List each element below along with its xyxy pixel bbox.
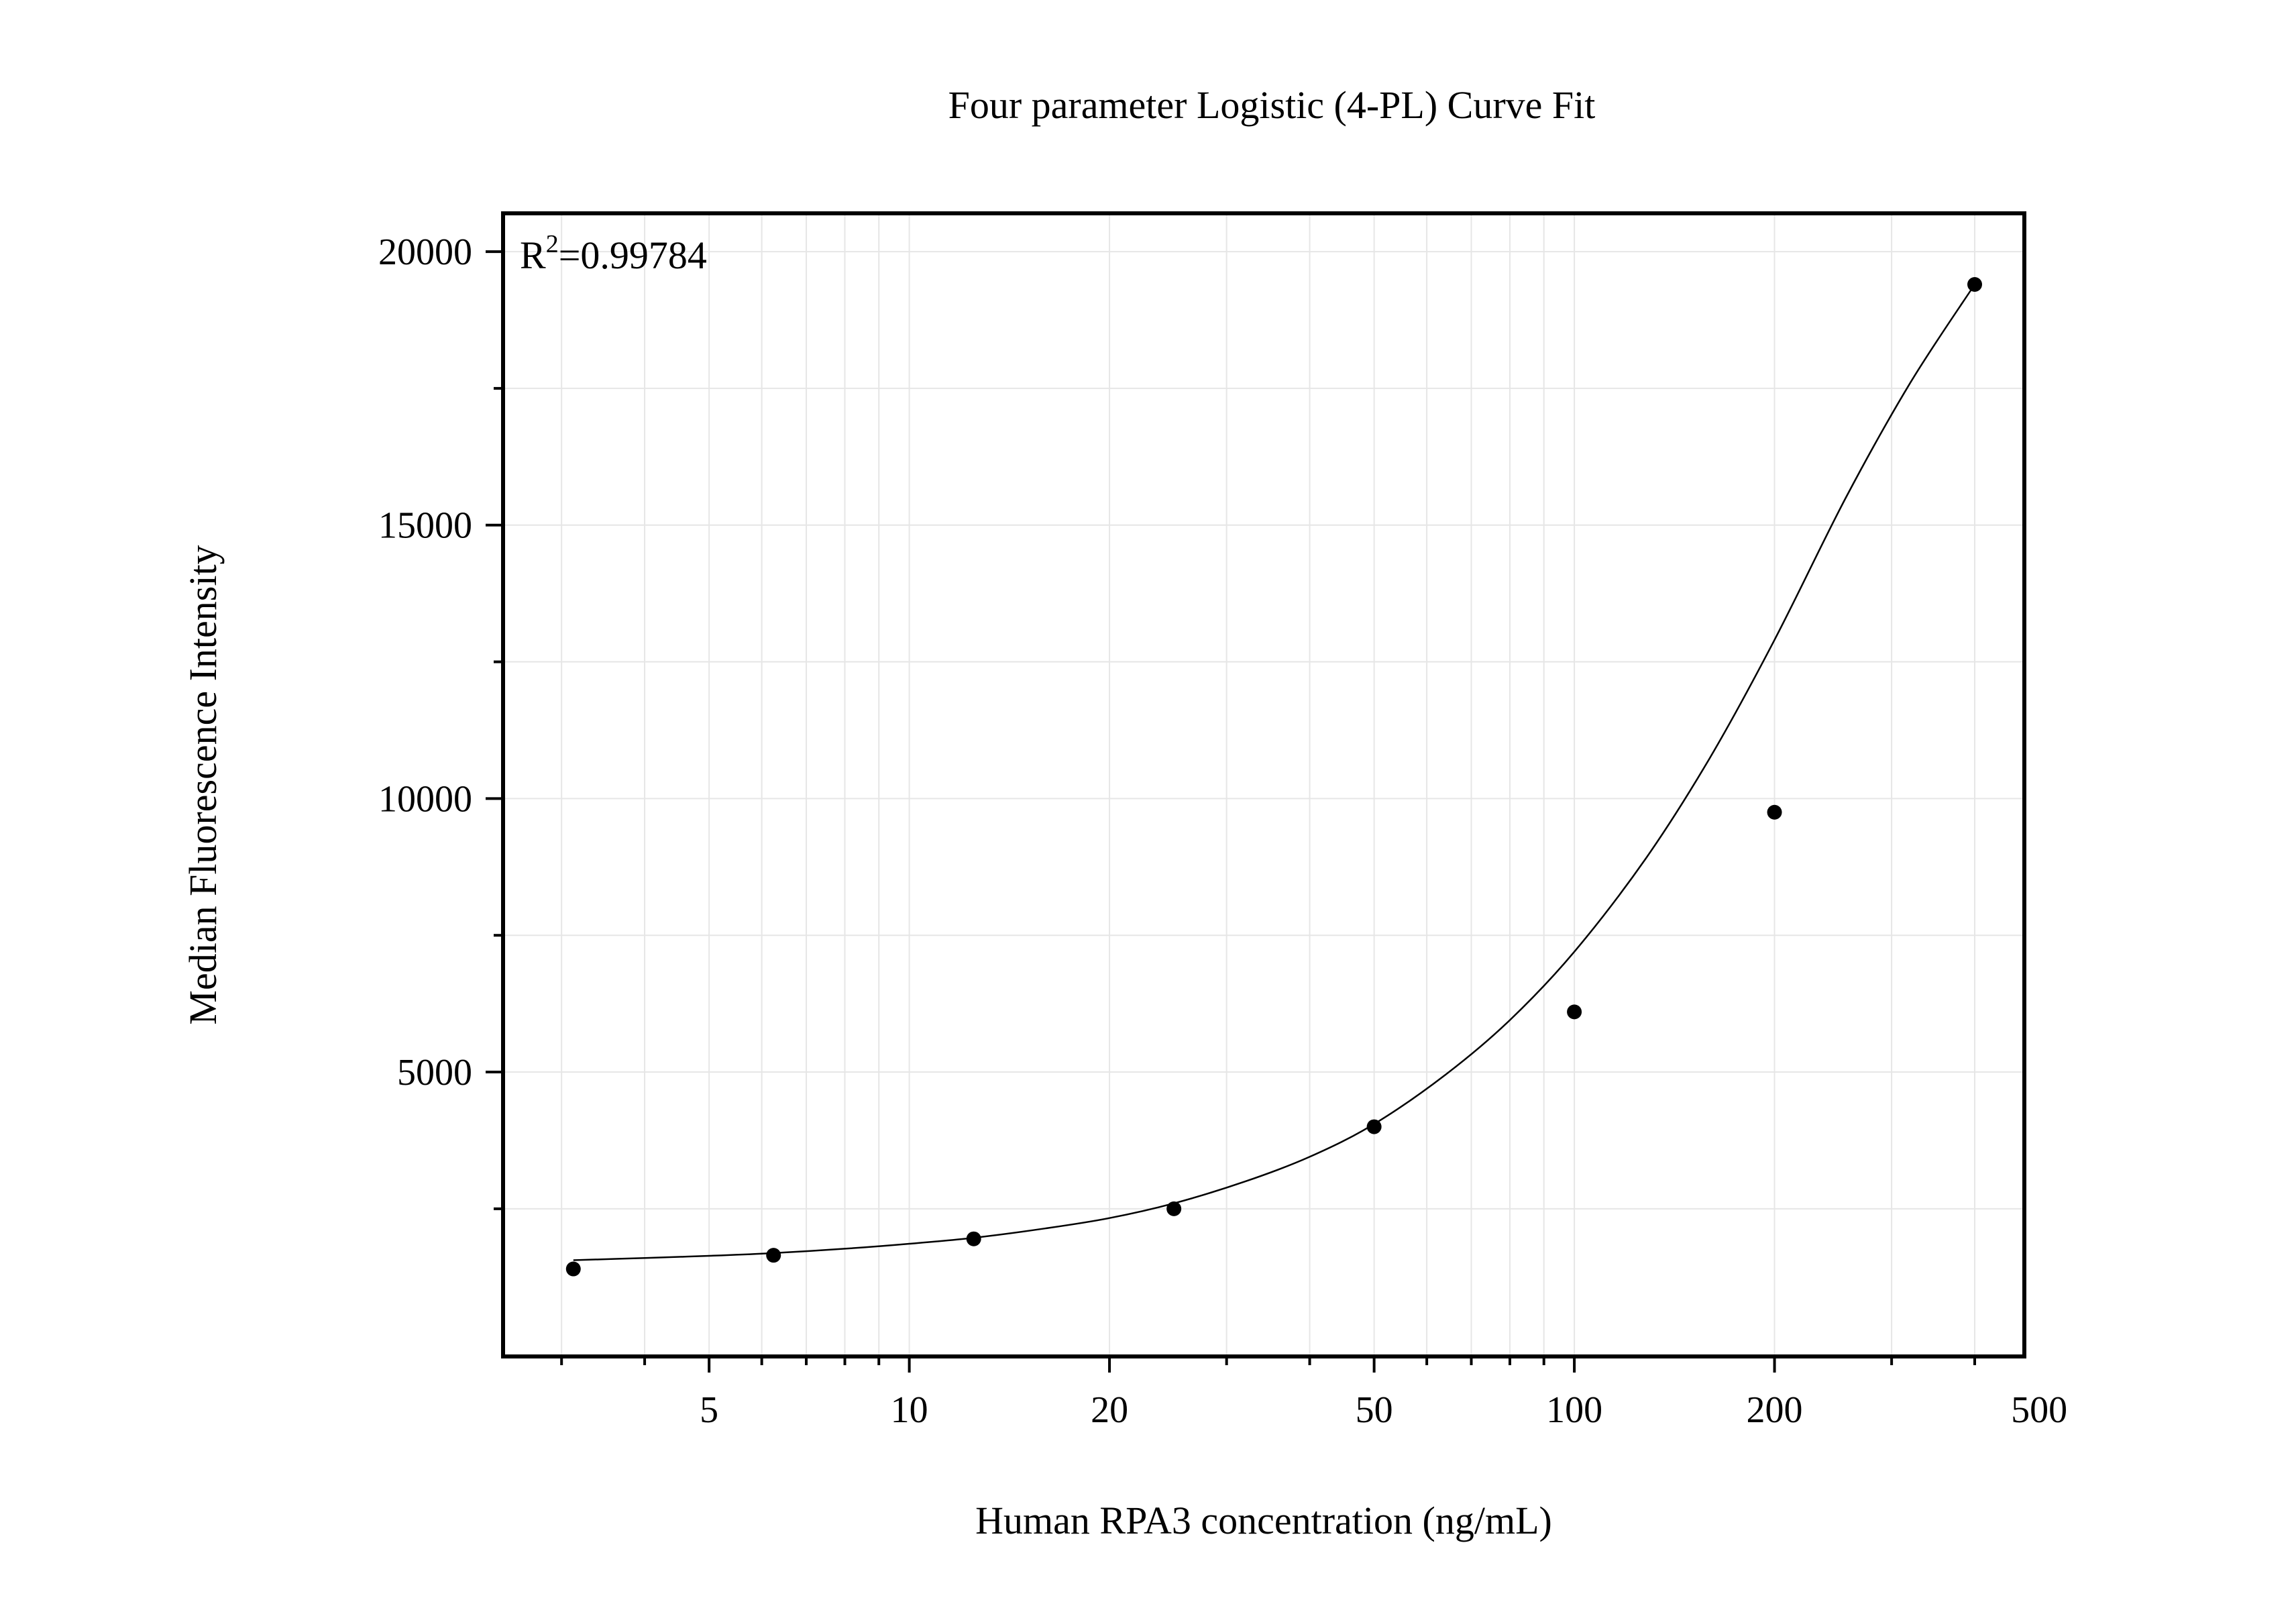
grid: [503, 213, 2024, 1356]
x-tick-label: 10: [891, 1389, 928, 1431]
x-tick-label: 50: [1356, 1389, 1393, 1431]
y-tick-label: 20000: [378, 231, 472, 273]
chart-title: Four parameter Logistic (4-PL) Curve Fit: [948, 83, 1596, 127]
data-points: [565, 276, 1983, 1277]
r-squared-base: R: [520, 233, 546, 277]
y-axis-label: Median Fluorescence Intensity: [181, 545, 225, 1024]
data-point: [1366, 1119, 1382, 1134]
y-tick-label: 15000: [378, 505, 472, 547]
data-point: [766, 1248, 781, 1263]
ticks: [486, 250, 1977, 1373]
data-point: [1567, 1004, 1582, 1020]
data-point: [1767, 804, 1782, 820]
data-point: [1166, 1201, 1182, 1216]
fit-curve: [573, 284, 1976, 1261]
x-tick-label: 20: [1091, 1389, 1128, 1431]
x-tick-label: 5: [700, 1389, 718, 1431]
data-point: [565, 1261, 581, 1277]
data-point: [1967, 276, 1983, 292]
data-point: [966, 1231, 981, 1246]
x-axis-label: Human RPA3 concentration (ng/mL): [975, 1499, 1552, 1542]
x-tick-label: 200: [1747, 1389, 1803, 1431]
tick-labels: 5 10 20 50 100 200 500 5000 10000 15000 20000: [378, 231, 2067, 1431]
y-tick-label: 10000: [378, 778, 472, 820]
x-tick-label: 500: [2011, 1389, 2067, 1431]
plot-frame: [501, 211, 2026, 1358]
r-squared-value: =0.99784: [559, 233, 707, 277]
r-squared-superscript: 2: [546, 230, 559, 258]
r-squared-annotation: R2=0.99784: [520, 230, 707, 277]
y-tick-label: 5000: [397, 1052, 472, 1093]
x-tick-label: 100: [1546, 1389, 1602, 1431]
